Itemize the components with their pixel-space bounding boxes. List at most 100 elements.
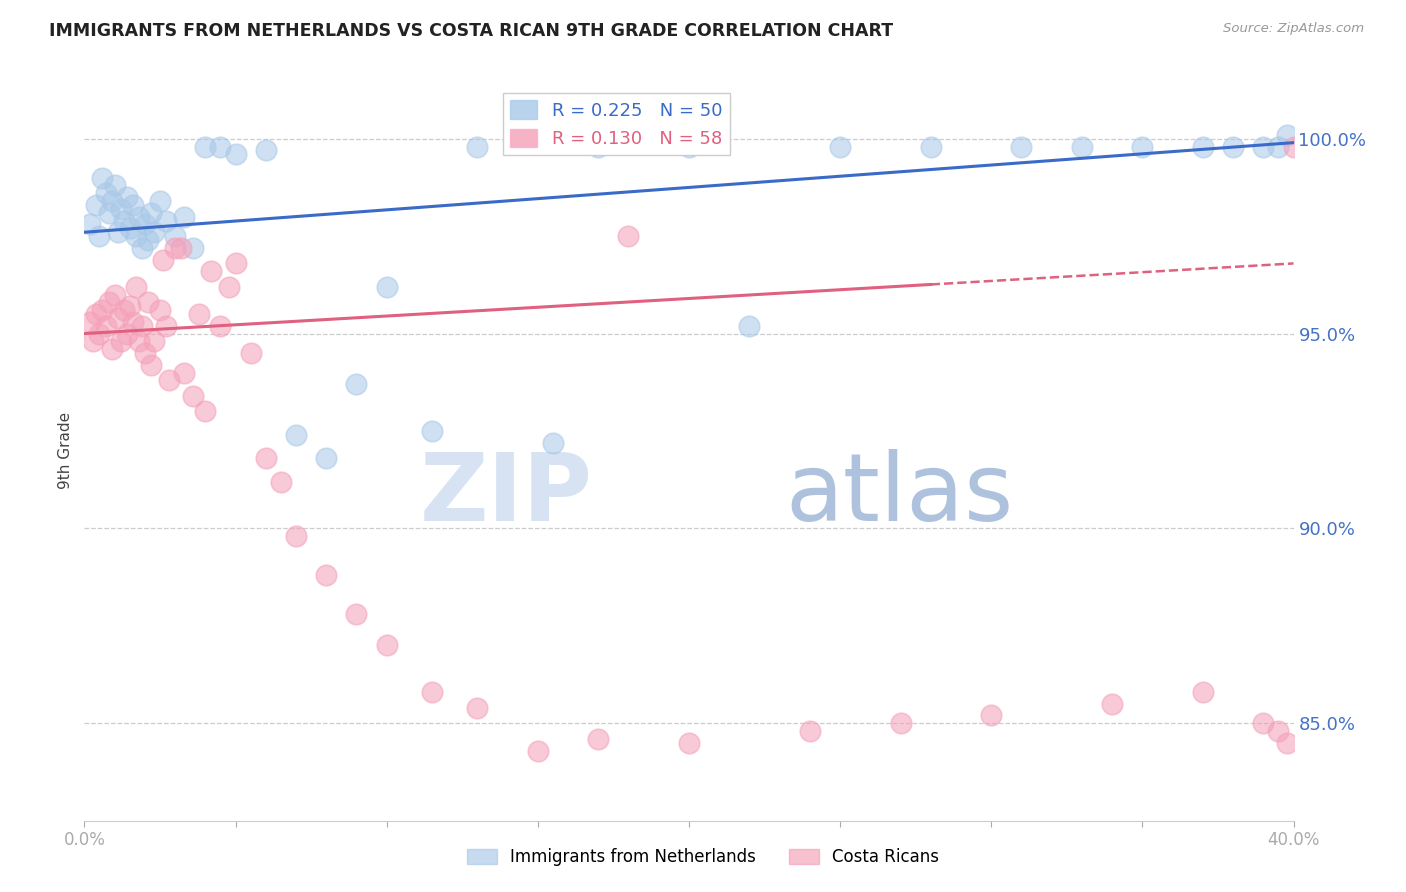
Point: [134, 218, 156, 232]
Point: [1253, 716, 1275, 731]
Point: [588, 731, 610, 746]
Point: [79, 315, 101, 329]
Point: [218, 280, 240, 294]
Text: ZIP: ZIP: [419, 449, 592, 541]
Point: [128, 210, 150, 224]
Point: [1253, 139, 1275, 153]
Point: [1192, 139, 1215, 153]
Point: [79, 218, 101, 232]
Point: [112, 303, 135, 318]
Point: [94, 186, 117, 201]
Point: [225, 147, 247, 161]
Point: [1011, 139, 1033, 153]
Point: [149, 303, 172, 318]
Point: [617, 229, 640, 244]
Point: [467, 139, 489, 153]
Point: [315, 568, 337, 582]
Point: [131, 241, 153, 255]
Point: [118, 299, 141, 313]
Point: [134, 346, 156, 360]
Point: [194, 404, 217, 418]
Point: [170, 241, 193, 255]
Point: [1267, 139, 1289, 153]
Point: [420, 685, 443, 699]
Point: [1277, 736, 1299, 750]
Point: [181, 241, 204, 255]
Point: [254, 144, 277, 158]
Point: [100, 194, 122, 208]
Point: [110, 334, 132, 349]
Text: Source: ZipAtlas.com: Source: ZipAtlas.com: [1223, 22, 1364, 36]
Y-axis label: 9th Grade: 9th Grade: [58, 412, 73, 489]
Point: [1277, 128, 1299, 142]
Point: [980, 708, 1002, 723]
Point: [112, 213, 135, 227]
Point: [527, 743, 550, 757]
Point: [149, 194, 172, 208]
Point: [420, 424, 443, 438]
Point: [115, 190, 138, 204]
Point: [285, 428, 308, 442]
Point: [86, 198, 108, 212]
Point: [346, 607, 368, 621]
Point: [107, 225, 129, 239]
Point: [91, 303, 114, 318]
Point: [1071, 139, 1094, 153]
Point: [254, 451, 277, 466]
Point: [467, 700, 489, 714]
Point: [588, 139, 610, 153]
Point: [91, 170, 114, 185]
Point: [125, 229, 148, 244]
Point: [738, 318, 761, 333]
Point: [115, 326, 138, 341]
Point: [270, 475, 292, 489]
Point: [173, 366, 195, 380]
Point: [142, 225, 165, 239]
Point: [97, 295, 120, 310]
Point: [181, 389, 204, 403]
Point: [375, 280, 398, 294]
Point: [541, 435, 564, 450]
Point: [375, 638, 398, 652]
Point: [94, 318, 117, 333]
Point: [1192, 685, 1215, 699]
Point: [225, 256, 247, 270]
Point: [239, 346, 262, 360]
Point: [173, 210, 195, 224]
Point: [1130, 139, 1153, 153]
Point: [89, 229, 111, 244]
Point: [139, 358, 162, 372]
Point: [97, 206, 120, 220]
Point: [136, 295, 159, 310]
Point: [128, 334, 150, 349]
Point: [165, 241, 187, 255]
Point: [107, 310, 129, 325]
Point: [678, 139, 700, 153]
Point: [86, 307, 108, 321]
Point: [110, 202, 132, 216]
Point: [678, 736, 700, 750]
Point: [100, 342, 122, 356]
Point: [104, 178, 127, 193]
Point: [315, 451, 337, 466]
Text: atlas: atlas: [786, 449, 1014, 541]
Point: [1282, 139, 1305, 153]
Point: [82, 334, 104, 349]
Text: IMMIGRANTS FROM NETHERLANDS VS COSTA RICAN 9TH GRADE CORRELATION CHART: IMMIGRANTS FROM NETHERLANDS VS COSTA RIC…: [49, 22, 893, 40]
Point: [194, 139, 217, 153]
Point: [209, 318, 232, 333]
Point: [121, 315, 143, 329]
Point: [89, 326, 111, 341]
Point: [152, 252, 174, 267]
Point: [104, 287, 127, 301]
Legend: R = 0.225   N = 50, R = 0.130   N = 58: R = 0.225 N = 50, R = 0.130 N = 58: [503, 93, 730, 155]
Point: [155, 213, 177, 227]
Point: [1101, 697, 1123, 711]
Point: [799, 724, 821, 739]
Point: [285, 529, 308, 543]
Point: [157, 373, 180, 387]
Point: [136, 233, 159, 247]
Point: [890, 716, 912, 731]
Point: [346, 377, 368, 392]
Legend: Immigrants from Netherlands, Costa Ricans: Immigrants from Netherlands, Costa Rican…: [460, 842, 946, 873]
